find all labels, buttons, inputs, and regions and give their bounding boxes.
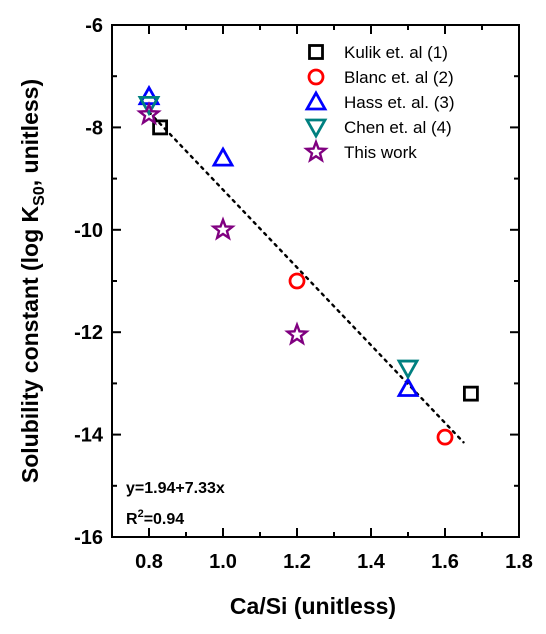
x-tick-label: 1.4 [357,551,386,573]
legend-marker-square [308,44,324,60]
y-axis-label-main: Solubility constant (log K [17,205,43,483]
plot-frame [111,24,520,538]
y-axis-label: Solubility constant (log KS0, unitless) [17,79,48,483]
data-point-square [152,119,169,136]
data-point-circle [436,428,454,446]
x-tick-label: 1.2 [283,551,311,573]
y-tick-label: -16 [74,527,103,549]
y-tick-label: -12 [74,322,103,344]
y-tick-label: -10 [74,220,103,242]
r-squared-superscript: 2 [138,508,144,520]
x-tick-label: 1.8 [505,551,533,573]
data-points-layer [136,84,479,446]
legend: Kulik et. al (1) Blanc et. al (2) Hass et.… [303,43,455,163]
data-point-triangle-up [396,376,420,397]
series-1 [152,119,479,402]
data-point-star [210,216,236,241]
data-point-circle [288,272,306,290]
series-2 [288,272,454,446]
y-axis-label-end: , unitless) [17,79,43,186]
data-point-star [136,101,162,126]
data-point-triangle-down [137,95,161,117]
data-point-square [462,385,479,402]
y-tick-label: -6 [85,15,103,37]
data-point-triangle-down [396,359,420,380]
r-squared-symbol: R [126,511,138,528]
r-squared-annotation: R2=0.94 [126,508,184,528]
legend-label: Blanc et. al (2) [344,68,454,87]
y-tick-label: -8 [85,117,103,139]
axes-layer [111,24,520,538]
data-point-triangle-up [211,146,235,167]
series-5 [136,101,310,346]
data-point-star [284,321,310,346]
legend-marker-triangle-down [304,118,328,139]
legend-label: Kulik et. al (1) [344,43,448,62]
legend-marker-star [303,138,329,163]
legend-marker-triangle-up [304,90,328,111]
legend-label: Hass et. al. (3) [344,93,455,112]
tick-labels-layer: 0.8 1.0 1.2 1.4 1.6 1.8 -16 -14 -12 -10 -8 -6 [74,15,533,573]
r-squared-value: =0.94 [144,511,185,528]
legend-label: Chen et. al (4) [344,118,452,137]
x-tick-label: 1.6 [431,551,459,573]
x-tick-label: 0.8 [135,551,163,573]
y-tick-label: -14 [74,425,104,447]
series-4 [137,95,420,380]
legend-marker-circle [307,68,325,86]
y-axis-label-subscript: S0 [31,186,48,206]
fit-equation-annotation: y=1.94+7.33x [126,480,225,497]
x-tick-label: 1.0 [209,551,237,573]
legend-label: This work [344,143,417,162]
x-axis-label: Ca/Si (unitless) [230,593,396,619]
